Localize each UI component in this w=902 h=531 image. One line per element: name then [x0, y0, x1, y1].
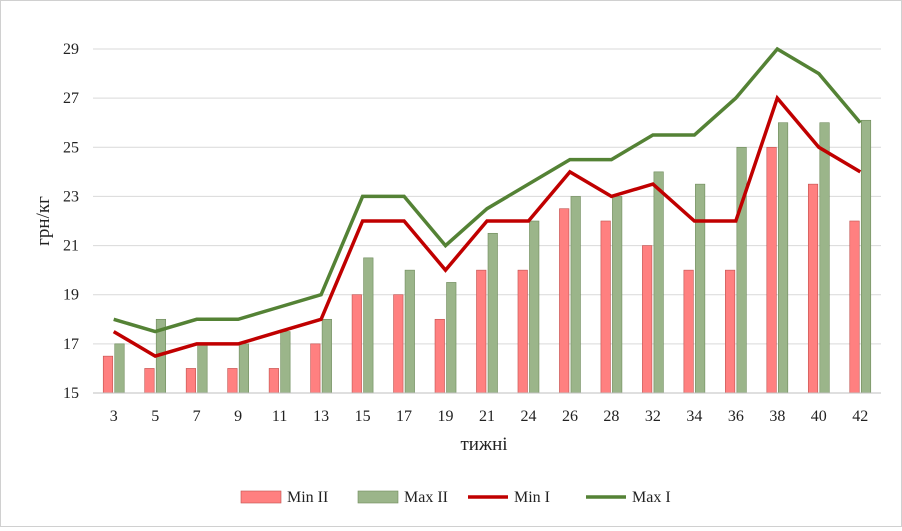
legend-item: Max I [586, 489, 671, 506]
y-tick-label: 17 [63, 336, 79, 353]
legend-label: Min II [287, 489, 328, 506]
bar-min-ii [849, 220, 860, 394]
y-tick-label: 29 [63, 41, 79, 58]
x-tick-label: 28 [603, 408, 619, 425]
bars [102, 119, 872, 394]
bar-max-ii [860, 119, 872, 394]
bar-max-ii [197, 343, 208, 394]
y-tick-label: 15 [63, 385, 79, 402]
bar-min-ii [268, 368, 279, 394]
bar-min-ii [434, 318, 445, 394]
x-tick-label: 26 [562, 408, 578, 425]
legend-label: Max II [404, 489, 448, 506]
y-tick-label: 25 [63, 139, 79, 156]
lines [112, 46, 862, 358]
y-tick-label: 21 [63, 238, 79, 255]
line-min-i [112, 94, 862, 358]
y-tick-label: 23 [63, 188, 79, 205]
legend-item: Min II [240, 489, 328, 506]
bar-max-ii [114, 343, 125, 394]
bar-max-ii [404, 269, 415, 394]
legend-item: Max II [357, 489, 448, 506]
x-tick-label: 21 [479, 408, 495, 425]
x-tick-label: 13 [313, 408, 329, 425]
bar-max-ii [238, 343, 249, 394]
bar-min-ii [517, 269, 528, 394]
x-tick-label: 40 [811, 408, 827, 425]
line-max-i [113, 46, 862, 334]
x-axis-title: тижні [460, 434, 507, 455]
bar-min-ii [683, 269, 694, 394]
bar-max-ii [695, 183, 706, 394]
bar-min-ii [185, 368, 196, 394]
bar-min-ii [102, 355, 114, 394]
bar-min-ii [807, 183, 819, 394]
x-tick-label: 32 [645, 408, 661, 425]
x-tick-label: 15 [355, 408, 371, 425]
bar-max-ii [653, 171, 664, 394]
bar-min-ii [766, 146, 777, 394]
legend-label: Min I [514, 489, 550, 506]
bar-min-ii [227, 368, 238, 394]
bar-max-ii [487, 232, 498, 394]
bar-min-ii [144, 368, 155, 394]
legend-label: Max I [632, 489, 671, 506]
x-tick-label: 42 [852, 408, 868, 425]
x-tick-labels: 3 5 7 9 11 13 15 17 19 21 24 26 28 32 34 36 38 40 42 [110, 408, 869, 425]
bar-max-ii [280, 331, 291, 394]
legend-swatch [240, 490, 282, 504]
bar-min-ii [600, 220, 611, 394]
x-tick-label: 11 [272, 408, 287, 425]
bar-max-ii [736, 146, 747, 394]
x-tick-label: 5 [151, 408, 159, 425]
bar-max-ii [778, 122, 789, 394]
bar-min-ii [310, 343, 321, 394]
x-tick-label: 34 [686, 408, 702, 425]
y-tick-label: 19 [63, 287, 79, 304]
x-tick-label: 3 [110, 408, 118, 425]
gridlines [93, 48, 881, 345]
bar-max-ii [819, 122, 830, 394]
legend-item: Min I [468, 489, 550, 506]
x-tick-label: 38 [769, 408, 785, 425]
x-tick-label: 24 [520, 408, 536, 425]
y-axis-title: грн/кг [33, 196, 54, 246]
x-tick-label: 36 [728, 408, 744, 425]
bar-min-ii [351, 294, 362, 394]
bar-min-ii [725, 269, 736, 394]
legend: Min II Max II Min I Max I [240, 489, 671, 506]
y-tick-label: 27 [63, 90, 79, 107]
x-tick-label: 7 [193, 408, 201, 425]
bar-min-ii [559, 208, 570, 394]
y-tick-labels: 15 17 19 21 23 25 27 29 [63, 41, 79, 402]
bar-min-ii [393, 294, 404, 394]
bar-max-ii [570, 196, 581, 394]
legend-swatch [357, 490, 399, 504]
bar-max-ii [321, 318, 332, 394]
x-tick-label: 19 [438, 408, 454, 425]
bar-min-ii [642, 245, 653, 394]
bar-max-ii [363, 257, 374, 394]
bar-max-ii [529, 220, 540, 394]
x-tick-label: 17 [396, 408, 412, 425]
bar-max-ii [446, 282, 457, 394]
bar-min-ii [476, 269, 487, 394]
x-tick-label: 9 [234, 408, 242, 425]
bar-max-ii [612, 196, 623, 394]
